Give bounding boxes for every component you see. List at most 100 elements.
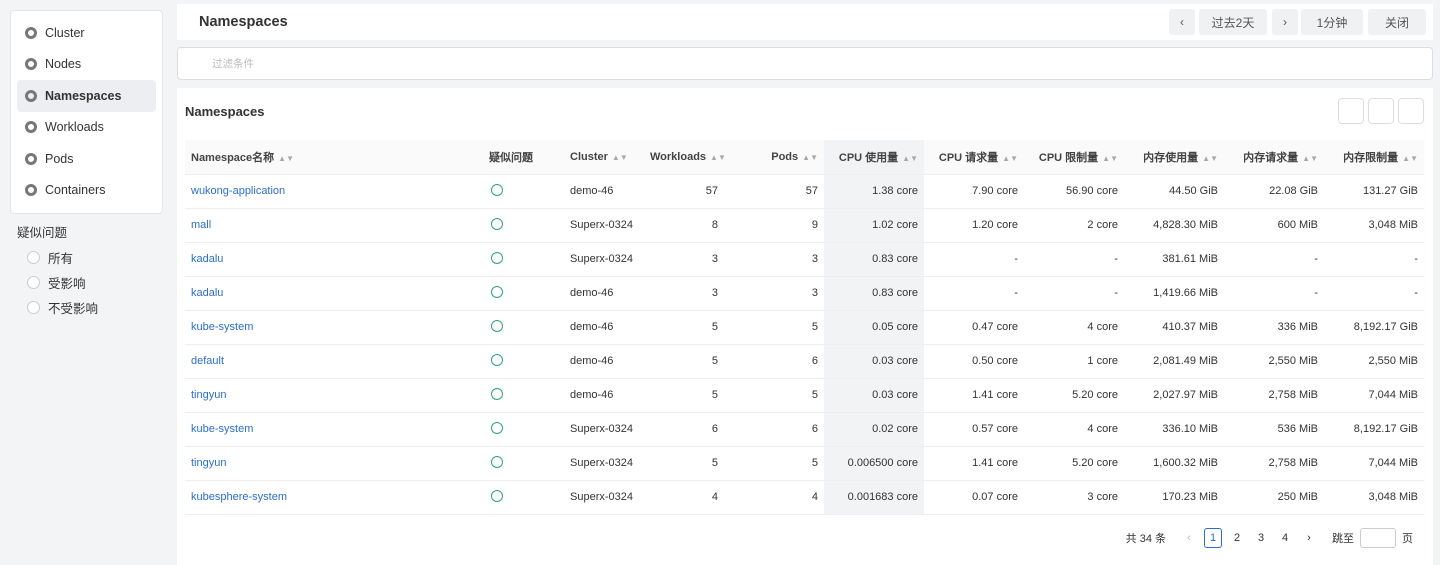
nav-item[interactable]: Containers xyxy=(17,175,156,207)
column-header[interactable]: Cluster ▲▼ xyxy=(564,140,644,175)
ok-icon xyxy=(491,455,503,468)
cell: 0.03 core xyxy=(824,378,924,413)
more-button[interactable] xyxy=(1398,98,1424,124)
interval-select[interactable]: 1分钟 xyxy=(1301,9,1363,35)
cell: 170.23 MiB xyxy=(1124,480,1224,515)
export-button[interactable] xyxy=(1338,98,1364,124)
column-header[interactable]: 内存限制量 ▲▼ xyxy=(1324,140,1424,175)
page-number[interactable]: 2 xyxy=(1233,532,1241,544)
nav-item[interactable]: Workloads xyxy=(17,112,156,144)
nav-item[interactable]: Namespaces xyxy=(17,80,156,112)
cell: 3 core xyxy=(1024,480,1124,515)
settings-button[interactable] xyxy=(1368,98,1394,124)
nav-label: Nodes xyxy=(45,57,82,72)
column-label: CPU 限制量 xyxy=(1038,151,1099,164)
page-number[interactable]: 3 xyxy=(1257,532,1265,544)
cell: 536 MiB xyxy=(1224,412,1324,447)
cell: 3,048 MiB xyxy=(1324,208,1424,243)
namespace-link[interactable]: default xyxy=(185,344,483,379)
column-header[interactable]: CPU 限制量 ▲▼ xyxy=(1024,140,1124,175)
cell: demo-46 xyxy=(564,174,644,209)
cell: 4 xyxy=(724,480,824,515)
suspect-cell xyxy=(483,344,564,379)
sidebar-filter: 疑似问题 所有 受影响 不受影响 xyxy=(17,222,98,320)
namespace-link[interactable]: kube-system xyxy=(185,310,483,345)
nav-label: Containers xyxy=(45,183,106,198)
nav-icon xyxy=(25,26,37,39)
cell: 5 xyxy=(644,446,724,481)
table-row: kube-system demo-46 5 5 0.05 core 0.47 core 4 … xyxy=(185,310,1424,345)
table-row: tingyun demo-46 5 5 0.03 core 1.41 core 5.20 c… xyxy=(185,378,1424,413)
cell: 1 core xyxy=(1024,344,1124,379)
prev-page[interactable]: ‹ xyxy=(1187,532,1191,544)
column-header[interactable]: 内存请求量 ▲▼ xyxy=(1224,140,1324,175)
filter-input[interactable]: 过滤条件 xyxy=(177,47,1433,80)
column-label: Cluster xyxy=(570,150,608,163)
filter-option[interactable]: 不受影响 xyxy=(17,295,98,320)
sort-icon: ▲▼ xyxy=(611,152,628,162)
nav-item[interactable]: Pods xyxy=(17,143,156,175)
column-label: Pods xyxy=(771,150,799,163)
namespace-link[interactable]: tingyun xyxy=(185,446,483,481)
cell: 2,550 MiB xyxy=(1324,344,1424,379)
ok-icon xyxy=(491,421,503,434)
nav-label: Cluster xyxy=(45,25,85,40)
cell: - xyxy=(1224,242,1324,277)
cell: 5 xyxy=(644,378,724,413)
column-label: 疑似问题 xyxy=(489,151,533,164)
page-number[interactable]: 4 xyxy=(1281,532,1289,544)
suspect-cell xyxy=(483,276,564,311)
cell: Superx-0324 xyxy=(564,242,644,277)
namespace-link[interactable]: kubesphere-system xyxy=(185,480,483,515)
cell: 4 xyxy=(644,480,724,515)
cell: 2 core xyxy=(1024,208,1124,243)
cell: 0.50 core xyxy=(924,344,1024,379)
column-label: Namespace名称 xyxy=(191,151,275,164)
namespace-link[interactable]: mall xyxy=(185,208,483,243)
filter-title: 疑似问题 xyxy=(17,226,68,240)
nav-item[interactable]: Cluster xyxy=(17,17,156,49)
suspect-cell xyxy=(483,412,564,447)
cell: - xyxy=(1024,242,1124,277)
namespace-link[interactable]: kadalu xyxy=(185,276,483,311)
cell: 2,758 MiB xyxy=(1224,378,1324,413)
column-header[interactable]: Namespace名称 ▲▼ xyxy=(185,140,483,175)
column-header[interactable]: CPU 请求量 ▲▼ xyxy=(924,140,1024,175)
jump-label: 跳至 xyxy=(1332,533,1354,545)
namespace-link[interactable]: tingyun xyxy=(185,378,483,413)
cell: 4,828.30 MiB xyxy=(1124,208,1224,243)
namespace-link[interactable]: kube-system xyxy=(185,412,483,447)
namespace-link[interactable]: kadalu xyxy=(185,242,483,277)
suspect-cell xyxy=(483,242,564,277)
cell: - xyxy=(924,242,1024,277)
cell: 6 xyxy=(644,412,724,447)
column-header[interactable]: CPU 使用量 ▲▼ xyxy=(824,140,924,175)
total: 共 34 条 xyxy=(1125,533,1166,545)
refresh-select[interactable]: 关闭 xyxy=(1368,9,1426,35)
cell: 5 xyxy=(644,344,724,379)
next-page[interactable]: › xyxy=(1307,532,1311,544)
column-header[interactable]: Pods ▲▼ xyxy=(724,140,824,175)
page-number[interactable]: 1 xyxy=(1204,528,1222,548)
nav-icon xyxy=(25,58,37,71)
next-button[interactable]: › xyxy=(1272,9,1298,35)
jump-input[interactable] xyxy=(1360,528,1396,548)
cell: Superx-0324 xyxy=(564,208,644,243)
column-header[interactable]: 内存使用量 ▲▼ xyxy=(1124,140,1224,175)
column-label: Workloads xyxy=(650,150,707,163)
cell: - xyxy=(924,276,1024,311)
column-header[interactable]: Workloads ▲▼ xyxy=(644,140,726,175)
filter-option[interactable]: 所有 xyxy=(17,245,98,270)
prev-button[interactable]: ‹ xyxy=(1169,9,1195,35)
cell: 4 core xyxy=(1024,310,1124,345)
header: Namespaces ‹ 过去2天 › 1分钟 关闭 xyxy=(177,4,1433,40)
nav-icon xyxy=(25,89,37,102)
nav-item[interactable]: Nodes xyxy=(17,49,156,81)
namespace-link[interactable]: wukong-application xyxy=(185,174,483,209)
range-button[interactable]: 过去2天 xyxy=(1199,9,1267,35)
cell: 56.90 core xyxy=(1024,174,1124,209)
filter-option[interactable]: 受影响 xyxy=(17,270,98,295)
sort-icon: ▲▼ xyxy=(1202,153,1218,163)
suspect-cell xyxy=(483,310,564,345)
table-title: Namespaces xyxy=(185,104,265,119)
